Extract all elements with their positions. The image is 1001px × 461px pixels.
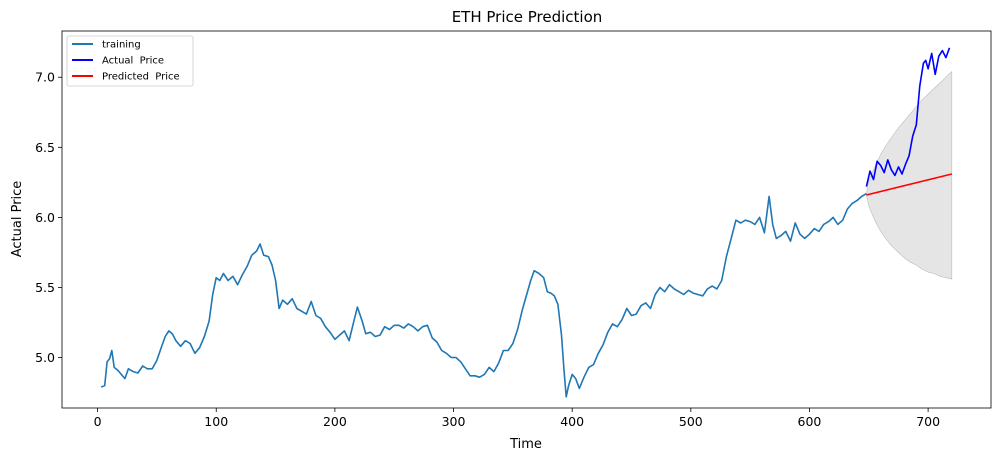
x-tick-label: 200 [323,414,347,429]
legend-label-actual-price: Actual Price [102,56,164,67]
series-line-predicted-price [866,173,952,196]
chart-title: ETH Price Prediction [452,8,603,26]
y-tick-label: 6.0 [35,210,55,225]
x-tick-label: 500 [679,414,703,429]
y-tick-label: 5.0 [35,350,55,365]
y-axis: 5.0 5.5 6.0 6.5 7.0 [35,70,62,365]
legend-label-predicted-price: Predicted Price [102,72,180,83]
x-tick-label: 700 [916,414,940,429]
x-tick-label: 0 [94,414,102,429]
x-tick-label: 100 [204,414,228,429]
confidence-band [866,70,953,280]
x-tick-label: 400 [560,414,584,429]
y-axis-label: Actual Price [10,181,25,258]
legend-frame [66,35,194,87]
y-tick-label: 5.5 [35,280,55,295]
series-line-actual-price [865,47,951,187]
y-tick-label: 6.5 [35,140,55,155]
y-tick-label: 7.0 [35,70,55,85]
legend-label-training: training [102,40,141,51]
x-tick-label: 300 [442,414,466,429]
legend: training Actual Price Predicted Price [66,35,194,87]
x-axis: 0 100 200 300 400 500 600 700 [94,408,940,429]
x-axis-label: Time [509,437,542,452]
plot-area [100,47,953,398]
x-tick-label: 600 [798,414,822,429]
series-line-training [100,192,867,398]
plot-frame [61,30,992,409]
